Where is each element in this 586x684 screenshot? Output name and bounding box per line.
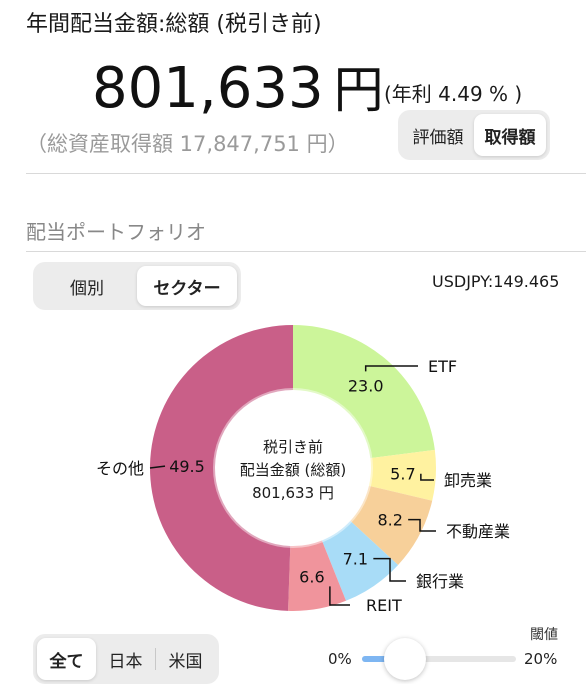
slice-value-5: 49.5 — [169, 457, 205, 476]
slice-label-4: REIT — [366, 596, 402, 615]
slice-3[interactable] — [321, 520, 399, 601]
threshold-slider-track[interactable] — [362, 656, 516, 662]
threshold-slider-fill — [362, 656, 406, 662]
slice-leader-line-2 — [408, 518, 436, 532]
slice-label-2: 不動産業 — [446, 522, 510, 541]
region-option-us[interactable]: 米国 — [168, 651, 203, 672]
slice-label-5: その他 — [96, 459, 144, 478]
slice-2[interactable] — [350, 485, 433, 565]
valuation-toggle: 評価額 取得額 — [398, 110, 550, 160]
region-filter: 全て 日本 米国 — [33, 634, 219, 684]
slice-1[interactable] — [368, 449, 437, 501]
annual-dividend-total: 801,633 円 — [92, 50, 384, 122]
slice-0[interactable] — [293, 325, 435, 459]
portfolio-view-toggle: 個別 セクター — [33, 262, 241, 310]
slice-label-0: ETF — [428, 357, 457, 376]
total-amount: 801,633 — [92, 56, 324, 121]
slice-leader-line-4 — [329, 586, 350, 606]
valuation-option-cost[interactable]: 取得額 — [474, 114, 546, 156]
threshold-min-label: 0% — [328, 650, 352, 668]
center-label-line-3: 801,633 円 — [252, 484, 334, 502]
view-option-individual[interactable]: 個別 — [70, 278, 104, 299]
donut-hole — [223, 398, 363, 538]
slice-value-1: 5.7 — [390, 465, 415, 484]
slice-leader-line-3 — [373, 557, 406, 582]
region-option-all[interactable]: 全て — [37, 638, 96, 680]
slice-value-3: 7.1 — [343, 550, 368, 569]
threshold-slider-handle[interactable] — [384, 638, 427, 680]
valuation-option-market[interactable]: 評価額 — [412, 127, 464, 148]
slice-leader-line-1 — [420, 473, 434, 481]
slice-value-2: 8.2 — [377, 511, 402, 530]
total-unit: 円 — [333, 61, 384, 119]
divider-top — [26, 173, 586, 174]
slice-label-1: 卸売業 — [444, 471, 492, 490]
fx-rate: USDJPY:149.465 — [432, 272, 560, 291]
total-asset-cost: （総資産取得額 17,847,751 円） — [26, 132, 349, 156]
center-label-line-2: 配当金額 (総額) — [240, 461, 346, 479]
dividend-yield: (年利 4.49 % ) — [384, 82, 523, 106]
region-separator — [155, 648, 156, 670]
center-label-line-1: 税引き前 — [263, 438, 323, 456]
page-heading: 年間配当金額:総額 (税引き前) — [26, 12, 322, 37]
slice-5[interactable] — [150, 325, 293, 611]
region-option-japan[interactable]: 日本 — [108, 651, 143, 672]
slice-value-0: 23.0 — [348, 376, 384, 395]
slice-leader-line-0 — [364, 365, 418, 372]
threshold-max-label: 20% — [524, 650, 558, 668]
view-option-sector[interactable]: セクター — [137, 266, 237, 306]
slice-4[interactable] — [288, 540, 347, 612]
slice-value-4: 6.6 — [299, 567, 324, 586]
section-title-portfolio: 配当ポートフォリオ — [26, 220, 206, 244]
divider-section — [26, 251, 586, 252]
slice-label-3: 銀行業 — [416, 572, 464, 591]
threshold-label: 閾値 — [530, 627, 558, 643]
slice-leader-line-5 — [149, 465, 166, 469]
